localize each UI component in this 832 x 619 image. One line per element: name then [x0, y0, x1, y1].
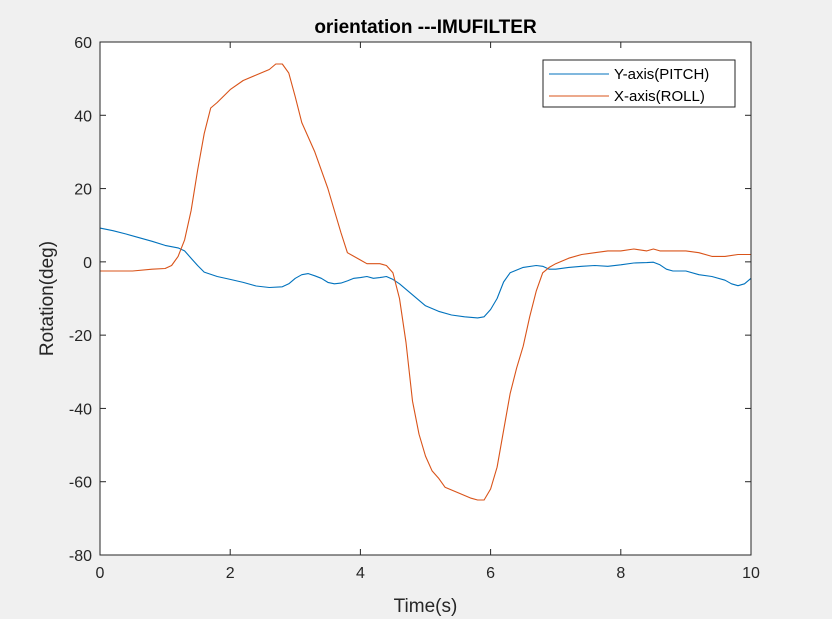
x-axis-ticks: 0 2 4 6 8 10	[96, 42, 760, 582]
series-layer	[99, 63, 752, 501]
y-tick-label: -40	[69, 401, 92, 418]
y-axis-ticks: -80 -60 -40 -20 0 20 40 60	[69, 35, 751, 565]
x-tick-label: 8	[616, 565, 625, 582]
series-line-0	[99, 227, 752, 319]
y-tick-label: 40	[74, 108, 92, 125]
y-tick-label: 0	[83, 255, 92, 272]
legend-box	[542, 59, 736, 108]
chart-title: orientation ---IMUFILTER	[314, 17, 537, 38]
legend-entry-roll: X-axis(ROLL)	[614, 88, 705, 105]
y-tick-label: -80	[69, 548, 92, 565]
y-axis-label: Rotation(deg)	[37, 241, 58, 356]
x-tick-label: 0	[96, 565, 105, 582]
plot-frame	[99, 41, 752, 556]
x-tick-label: 10	[742, 565, 760, 582]
legend-entry-pitch: Y-axis(PITCH)	[614, 66, 709, 83]
x-axis-label: Time(s)	[394, 596, 458, 617]
legend: Y-axis(PITCH) X-axis(ROLL)	[542, 59, 736, 108]
y-tick-label: 20	[74, 182, 92, 199]
x-tick-label: 4	[356, 565, 365, 582]
x-tick-label: 2	[226, 565, 235, 582]
y-tick-label: -20	[69, 328, 92, 345]
y-tick-label: -60	[69, 475, 92, 492]
y-tick-label: 60	[74, 35, 92, 52]
plot-area	[100, 42, 751, 555]
series-line-1	[100, 63, 751, 501]
x-tick-label: 6	[486, 565, 495, 582]
